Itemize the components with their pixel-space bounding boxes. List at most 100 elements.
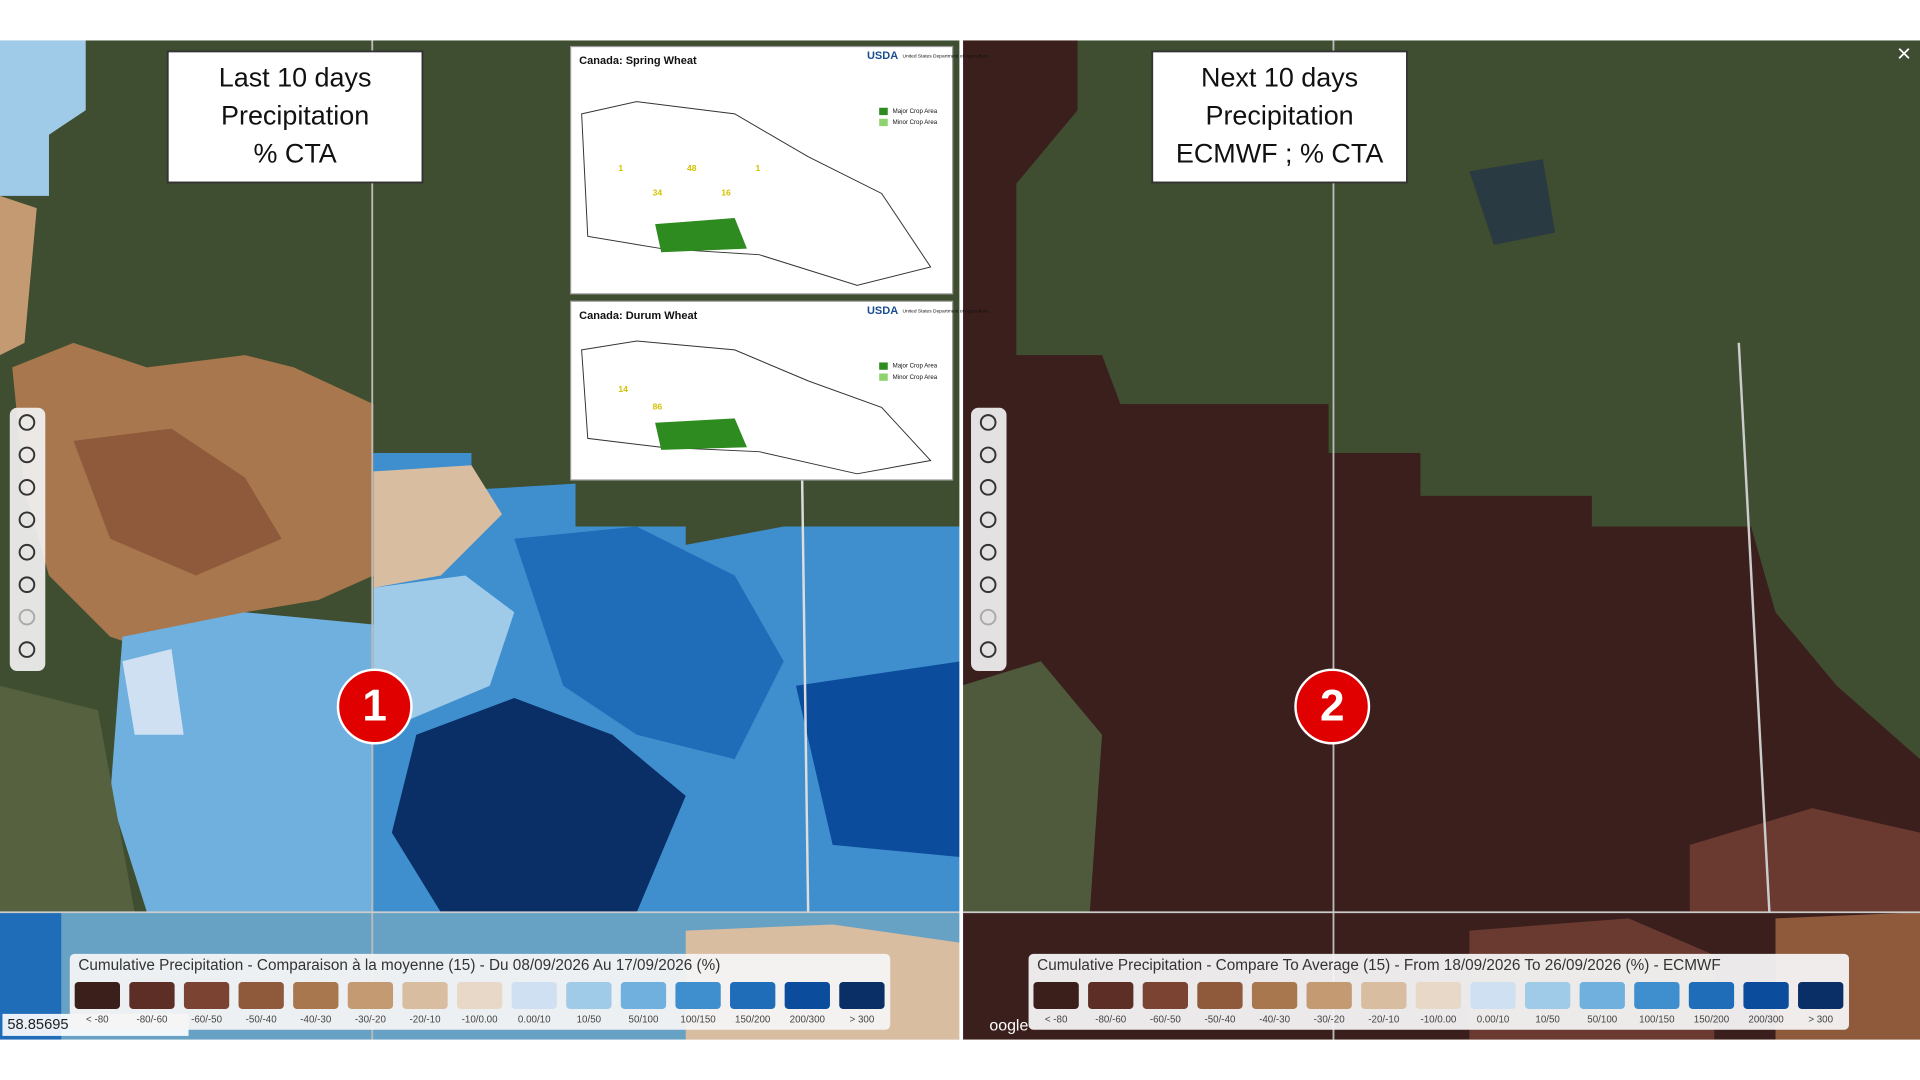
legend-label: -50/-40 xyxy=(246,1015,278,1026)
toolbar-icon xyxy=(979,414,997,431)
legend-swatch xyxy=(1088,982,1134,1009)
legend-swatch xyxy=(784,982,830,1009)
legend-label: -20/-10 xyxy=(1368,1015,1400,1026)
legend-swatch xyxy=(1197,982,1243,1009)
toolbar-button[interactable] xyxy=(979,414,997,431)
legend-swatch xyxy=(1251,982,1298,1009)
legend-swatch xyxy=(293,982,339,1009)
label-box xyxy=(1151,50,1408,184)
map-attribution: oogle xyxy=(989,1017,1028,1034)
toolbar-icon xyxy=(979,576,997,594)
legend-swatch xyxy=(74,982,120,1009)
toolbar-icon xyxy=(979,479,997,496)
inset-region-value: 1 xyxy=(756,163,761,173)
legend-label: -80/-60 xyxy=(136,1015,168,1026)
legend-swatch xyxy=(1470,982,1516,1009)
marker-label: 2 xyxy=(1320,682,1345,731)
toolbar xyxy=(9,407,46,672)
inset-outline xyxy=(581,340,932,475)
legend-swatch xyxy=(1033,982,1079,1009)
close-button[interactable]: × xyxy=(1897,41,1911,68)
toolbar-button[interactable] xyxy=(979,446,997,464)
legend-label: 10/50 xyxy=(577,1015,602,1026)
legend-label: 150/200 xyxy=(1694,1015,1730,1026)
legend-swatch xyxy=(839,982,885,1009)
label-line: ECMWF ; % CTA xyxy=(1176,139,1383,169)
toolbar-icon xyxy=(18,511,36,529)
inset-region-value: 16 xyxy=(721,188,731,198)
legend-label: -60/-50 xyxy=(1150,1015,1182,1026)
inset-key-label: Major Crop Area xyxy=(893,363,938,370)
inset-key-swatch xyxy=(879,362,888,370)
label-line: Last 10 days xyxy=(219,63,372,93)
legend-label: -40/-30 xyxy=(1259,1015,1291,1026)
label-line: Precipitation xyxy=(1206,101,1354,131)
legend-label: -30/-20 xyxy=(355,1015,387,1026)
label-line: % CTA xyxy=(253,139,336,169)
marker-label: 1 xyxy=(362,682,387,731)
legend-swatch xyxy=(511,982,557,1009)
toolbar-icon xyxy=(979,511,997,529)
legend-swatch xyxy=(1306,982,1352,1009)
legend-label: 100/150 xyxy=(1639,1015,1675,1026)
toolbar-button[interactable] xyxy=(18,543,36,561)
toolbar-button[interactable] xyxy=(979,511,997,529)
inset-region-value: 86 xyxy=(653,402,663,412)
legend-swatch xyxy=(1798,982,1844,1009)
toolbar-button[interactable] xyxy=(18,576,36,594)
marker xyxy=(1294,668,1371,745)
toolbar-icon xyxy=(18,479,36,496)
right-map xyxy=(961,40,1920,1040)
legend-swatch xyxy=(566,982,612,1009)
coordinates: 58.85695 xyxy=(7,1017,68,1033)
toolbar-button[interactable] xyxy=(18,479,36,496)
legend-label: -50/-40 xyxy=(1204,1015,1236,1026)
inset-crop-major xyxy=(655,418,747,450)
inset-key-swatch xyxy=(879,118,888,127)
legend-label: -10/0.00 xyxy=(1420,1015,1456,1026)
legend-label: -60/-50 xyxy=(191,1015,223,1026)
toolbar-button[interactable] xyxy=(979,479,997,496)
inset-key-swatch xyxy=(879,107,888,116)
inset-key-swatch xyxy=(879,373,888,381)
toolbar-button[interactable] xyxy=(979,641,997,658)
legend-label: 200/300 xyxy=(790,1015,826,1026)
legend-swatch xyxy=(675,982,721,1009)
toolbar-icon xyxy=(979,543,997,561)
legend-title: Cumulative Precipitation - Comparaison à… xyxy=(78,957,720,974)
legend-swatch xyxy=(1415,982,1462,1009)
legend-label: 100/150 xyxy=(680,1015,716,1026)
toolbar-button[interactable] xyxy=(979,576,997,594)
toolbar-button[interactable] xyxy=(18,641,36,658)
inset-outline xyxy=(581,101,932,286)
inset-agency: USDA xyxy=(867,50,898,62)
legend-swatch xyxy=(730,982,776,1009)
legend-label: 10/50 xyxy=(1535,1015,1560,1026)
label-box xyxy=(166,50,424,184)
inset-region-value: 48 xyxy=(687,163,697,173)
legend-label: < -80 xyxy=(1045,1015,1068,1026)
toolbar-icon xyxy=(18,446,36,464)
inset-key-label: Minor Crop Area xyxy=(893,119,938,126)
toolbar-button[interactable] xyxy=(18,511,36,529)
label-line: Next 10 days xyxy=(1201,63,1358,93)
toolbar-icon xyxy=(18,608,36,626)
toolbar-button[interactable] xyxy=(18,608,36,626)
legend-swatch xyxy=(1688,982,1735,1009)
marker xyxy=(336,668,413,745)
legend-label: -40/-30 xyxy=(300,1015,332,1026)
legend-swatch xyxy=(1579,982,1625,1009)
legend-swatch xyxy=(620,982,667,1009)
legend-swatch xyxy=(238,982,284,1009)
legend-label: < -80 xyxy=(86,1015,109,1026)
inset xyxy=(570,45,954,295)
legend-label: -30/-20 xyxy=(1314,1015,1346,1026)
toolbar-icon xyxy=(979,446,997,464)
toolbar-button[interactable] xyxy=(979,543,997,561)
toolbar-button[interactable] xyxy=(979,608,997,626)
inset-title: Canada: Durum Wheat xyxy=(579,310,697,322)
toolbar-button[interactable] xyxy=(18,414,36,431)
inset-key-label: Major Crop Area xyxy=(893,108,938,115)
toolbar-button[interactable] xyxy=(18,446,36,464)
inset-region-value: 34 xyxy=(653,188,663,198)
